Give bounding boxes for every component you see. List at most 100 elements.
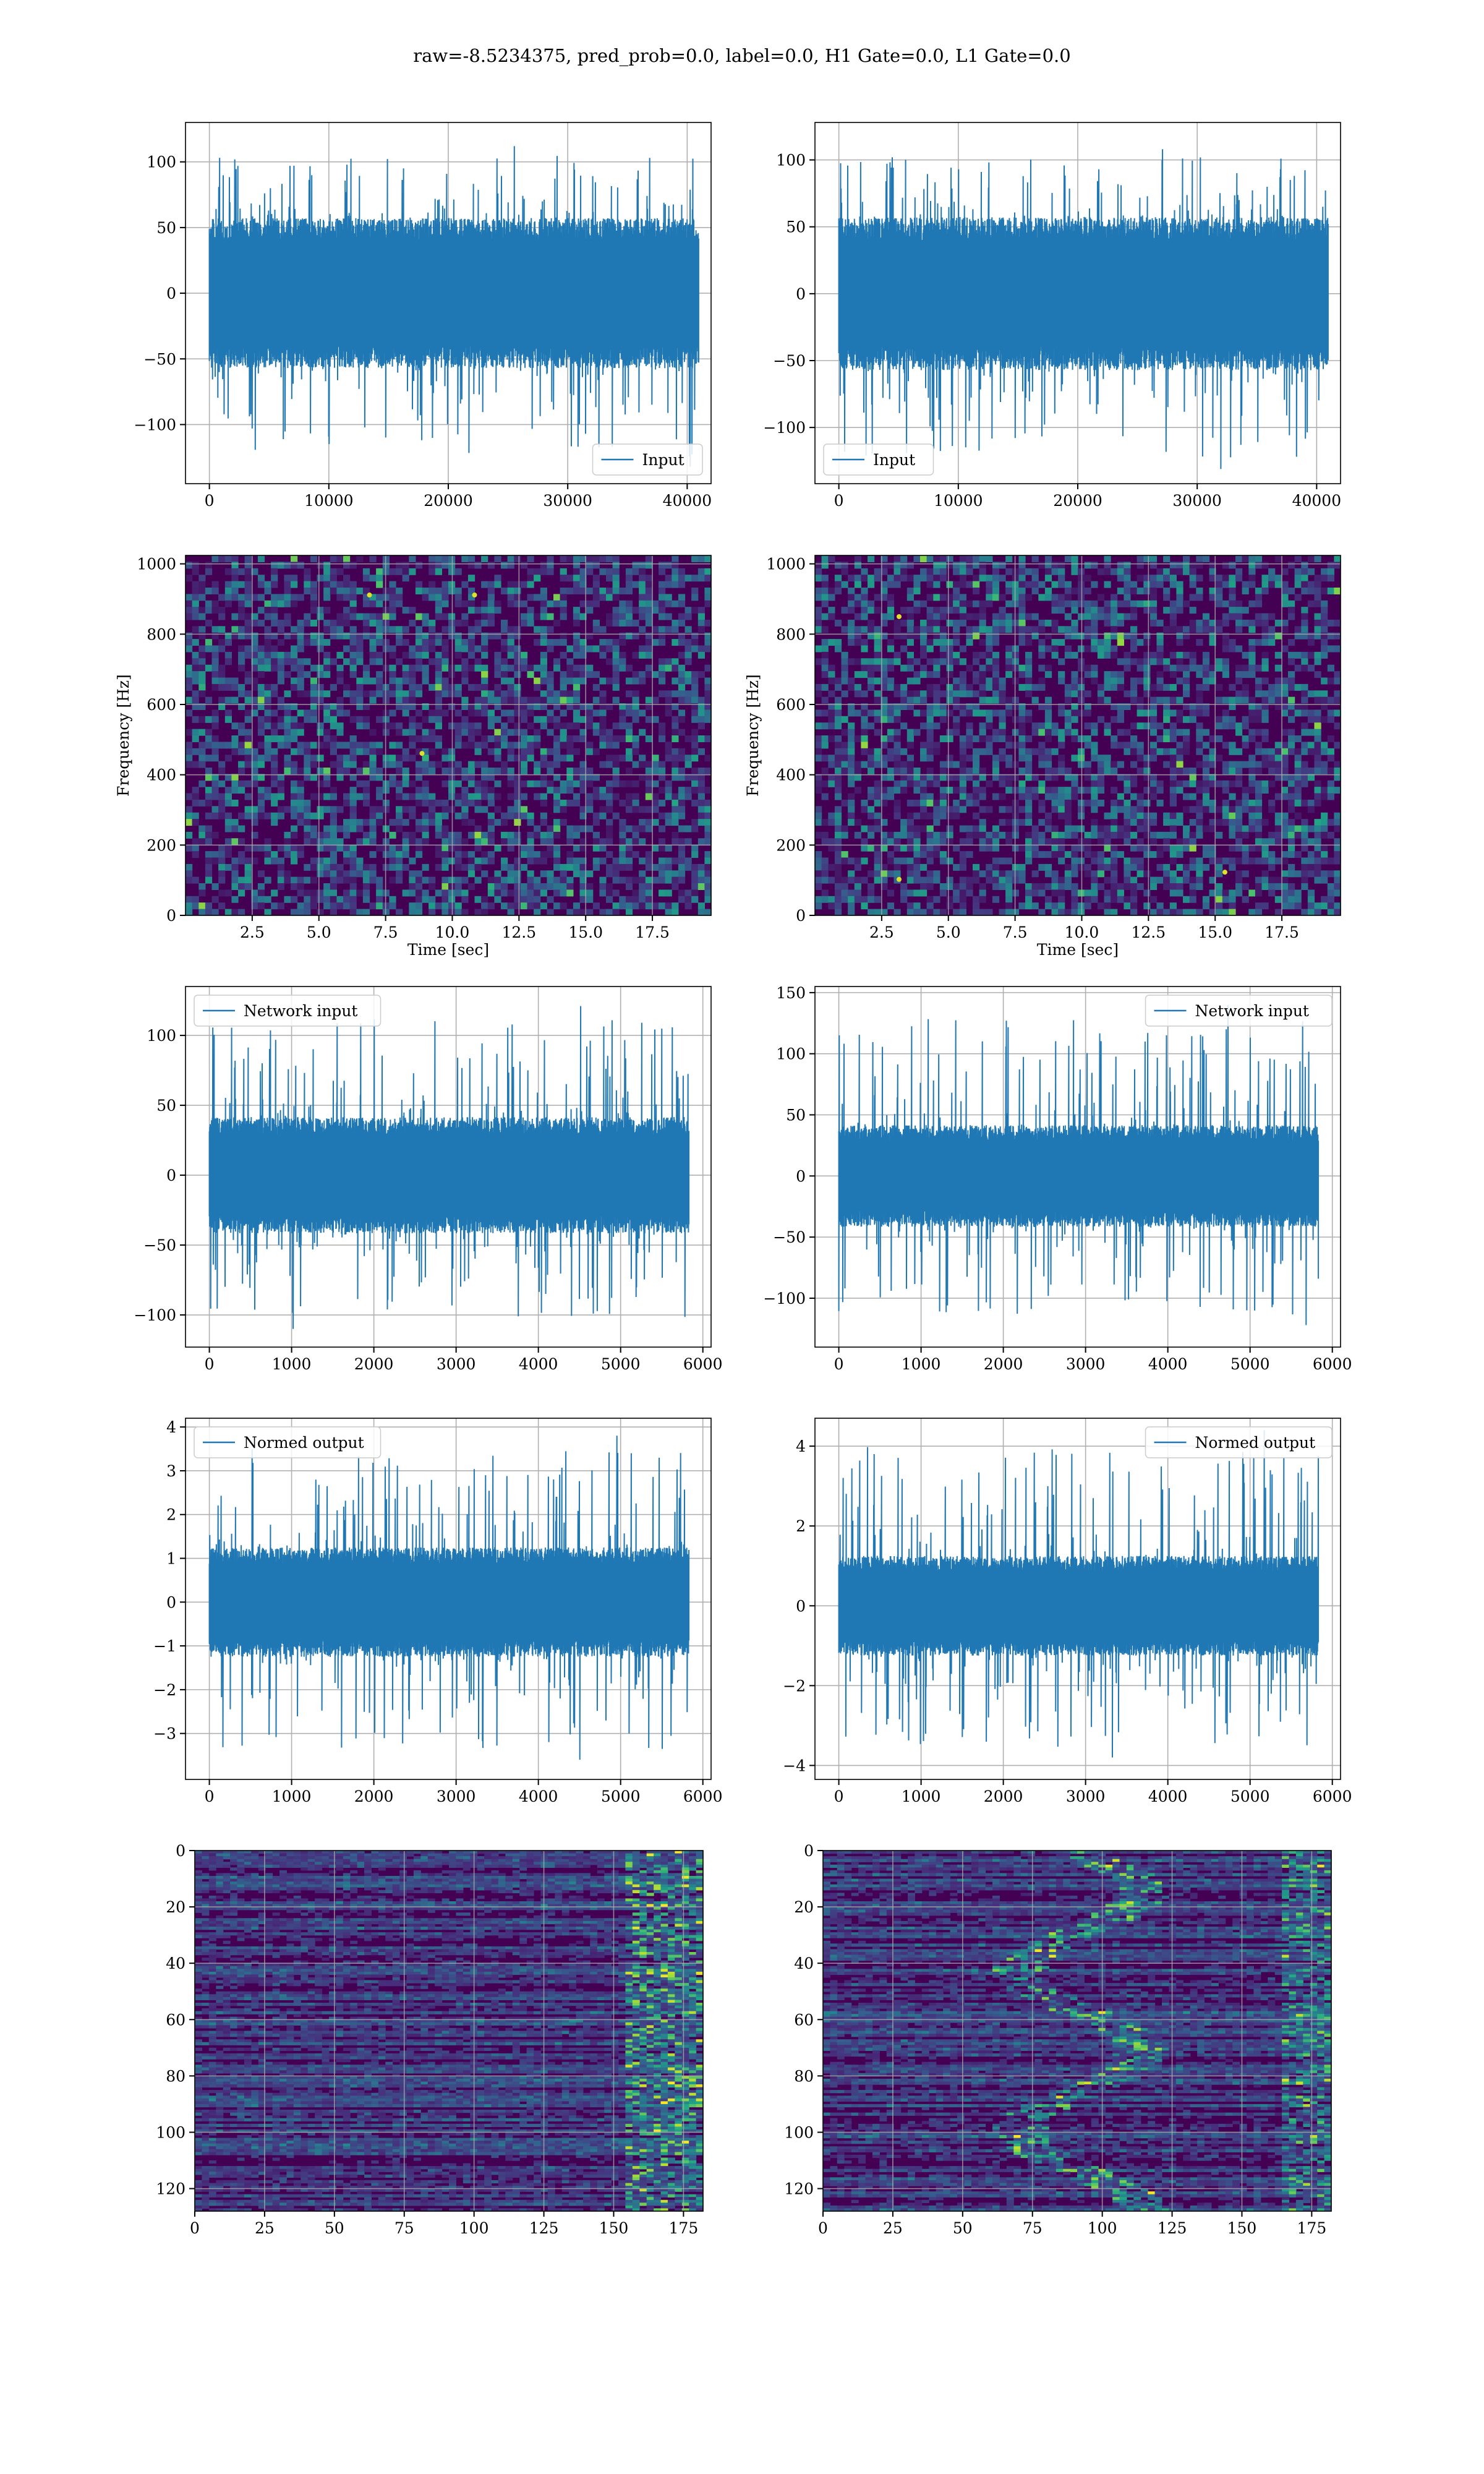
spec-l1-heatmap-cell [1097, 774, 1105, 781]
spec-h1-heatmap-cell [474, 626, 482, 633]
spec-l1-heatmap-cell [1143, 812, 1151, 820]
spec-h1-heatmap-cell [343, 768, 351, 774]
spec-l1-heatmap-cell [1124, 825, 1131, 833]
spec-h1-heatmap-cell [514, 709, 521, 717]
spec-l1-heatmap-cell [1183, 831, 1190, 839]
spec-l1-heatmap-cell [1025, 857, 1033, 865]
spec-h1-heatmap-cell [586, 562, 594, 569]
spec-l1-heatmap-cell [933, 632, 940, 640]
spec-h1-heatmap-cell [441, 812, 449, 820]
spec-h1-heatmap-cell [218, 703, 226, 710]
spec-l1-heatmap-cell [973, 562, 980, 569]
spec-l1-heatmap-cell [1235, 575, 1243, 582]
spec-l1-heatmap-cell [815, 787, 822, 794]
spec-h1-heatmap-cell [553, 819, 561, 826]
spec-h1-heatmap-cell [205, 607, 213, 614]
spec-h1-heatmap-cell [422, 748, 429, 755]
spec-h1-heatmap-cell [323, 780, 331, 787]
spec-l1-heatmap-cell [834, 857, 842, 865]
spec-l1-heatmap-cell [953, 607, 960, 614]
spec-h1-heatmap-cell [639, 883, 646, 890]
spec-l1-heatmap-cell [1235, 889, 1243, 897]
spec-h1-heatmap-cell [211, 909, 219, 916]
spec-l1-heatmap-cell [1071, 909, 1078, 916]
spec-h1-heatmap-cell [665, 844, 672, 852]
spec-l1-heatmap-cell [1189, 838, 1196, 845]
spec-h1-heatmap-cell [592, 844, 600, 852]
spec-l1-heatmap-cell [1064, 806, 1072, 813]
spec-l1-heatmap-cell [1111, 819, 1118, 826]
spec-l1-heatmap-cell [1025, 671, 1033, 678]
spec-h1-heatmap-cell [415, 581, 423, 588]
spec-l1-heatmap-cell [1130, 889, 1138, 897]
spec-h1-heatmap-cell [317, 575, 324, 582]
spec-h1-heatmap-cell [317, 812, 324, 820]
spec-h1-heatmap-cell [454, 793, 462, 800]
spec-h1-heatmap-cell [336, 588, 344, 594]
spec-h1-heatmap-cell [704, 639, 712, 646]
spec-h1-heatmap-cell [435, 889, 442, 897]
spec-h1-heatmap-cell [224, 755, 232, 762]
spec-l1-heatmap-cell [1097, 568, 1105, 575]
spec-l1-heatmap-cell [1124, 690, 1131, 698]
spec-l1-heatmap-cell [1143, 825, 1151, 833]
spec-h1-heatmap-cell [291, 729, 298, 736]
spec-h1-heatmap-cell [645, 902, 652, 910]
spec-h1-heatmap-cell [697, 806, 705, 813]
spec-l1-heatmap-cell [1005, 671, 1013, 678]
spec-l1-heatmap-cell [881, 632, 888, 640]
spec-l1-heatmap-cell [861, 825, 868, 833]
spec-l1-heatmap-cell [887, 768, 895, 774]
spec-h1-heatmap-cell [501, 761, 508, 768]
spec-l1-heatmap-cell [1176, 632, 1183, 640]
spec-l1-heatmap-cell [881, 683, 888, 691]
spec-h1-heatmap-cell [211, 581, 219, 588]
spec-h1-heatmap-cell [284, 619, 291, 627]
spec-h1-heatmap-cell [396, 863, 403, 871]
spec-h1-heatmap-cell [501, 658, 508, 666]
spec-h1-heatmap-cell [349, 696, 357, 704]
spec-h1-heatmap-cell [665, 876, 672, 884]
spec-h1-heatmap-cell [461, 819, 469, 826]
spec-h1-heatmap-cell [704, 703, 712, 710]
spec-h1-heatmap-cell [507, 831, 514, 839]
spec-l1-heatmap-cell [1242, 870, 1249, 878]
spec-l1-heatmap-cell [1124, 812, 1131, 820]
spec-l1-heatmap-cell [1176, 568, 1183, 575]
spec-h1-heatmap-cell [251, 819, 258, 826]
spec-h1-heatmap-cell [599, 909, 607, 916]
spec-h1-heatmap-cell [257, 870, 265, 878]
spec-h1-heatmap-cell [659, 658, 666, 666]
spec-h1-heatmap-cell [323, 806, 331, 813]
spec-h1-heatmap-cell [560, 722, 567, 730]
spec-h1-heatmap-cell [362, 838, 370, 845]
spec-h1-heatmap-cell [547, 896, 554, 903]
spec-h1-heatmap-cell [277, 742, 284, 749]
spec-h1-heatmap-cell [507, 909, 514, 916]
spec-h1-heatmap-cell [461, 909, 469, 916]
spec-h1-heatmap-cell [330, 793, 337, 800]
spec-h1-heatmap-cell [461, 806, 469, 813]
spec-l1-heatmap-cell [1229, 607, 1236, 614]
spec-h1-heatmap-cell [454, 876, 462, 884]
spec-l1-heatmap-cell [1136, 883, 1144, 890]
spec-h1-heatmap-cell [205, 825, 213, 833]
spec-l1-heatmap-cell [1097, 696, 1105, 704]
spec-l1-heatmap-cell [959, 690, 966, 698]
spec-h1-heatmap-cell [441, 748, 449, 755]
spec-h1-heatmap-cell [461, 581, 469, 588]
spec-l1-heatmap-cell [1143, 755, 1151, 762]
spec-h1-heatmap-cell [467, 761, 475, 768]
spec-h1-heatmap-cell [435, 632, 442, 640]
spec-h1-heatmap-cell [573, 722, 581, 730]
spec-h1-heatmap-cell [678, 787, 686, 794]
spec-l1-heatmap-cell [939, 716, 947, 723]
spec-h1-heatmap-cell [579, 844, 587, 852]
spec-l1-heatmap-cell [1051, 581, 1059, 588]
spec-l1-heatmap-cell [1189, 651, 1196, 659]
spec-h1-heatmap-cell [297, 799, 304, 807]
spec-l1-heatmap-cell [913, 831, 921, 839]
spec-l1-heatmap-cell [1018, 793, 1026, 800]
spec-h1-heatmap-cell [429, 909, 436, 916]
spec-l1-heatmap-cell [1005, 876, 1013, 884]
